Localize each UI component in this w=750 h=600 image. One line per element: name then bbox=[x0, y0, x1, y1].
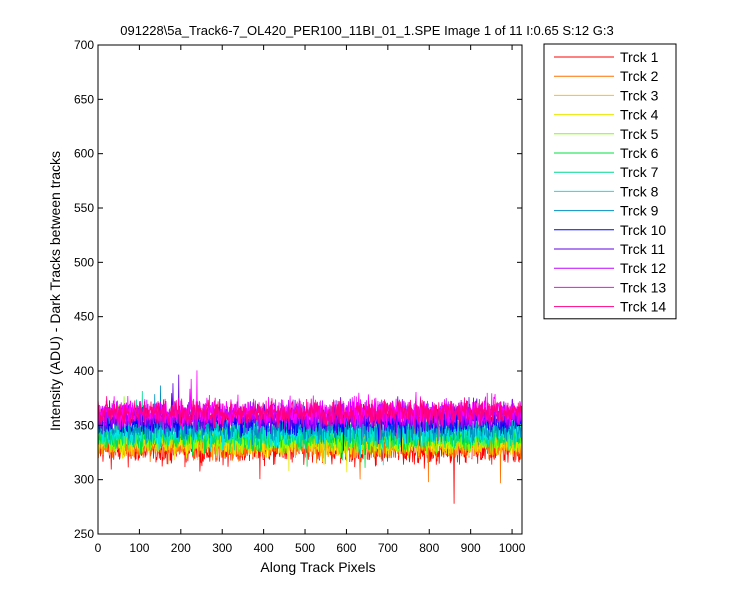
x-tick-label: 200 bbox=[171, 541, 191, 555]
y-tick-label: 400 bbox=[74, 364, 94, 378]
y-tick-label: 650 bbox=[74, 92, 94, 106]
chart-title: 091228\5a_Track6-7_OL420_PER100_11BI_01_… bbox=[120, 23, 613, 38]
legend-label: Trck 2 bbox=[620, 68, 659, 84]
y-tick-label: 350 bbox=[74, 418, 94, 432]
legend-label: Trck 12 bbox=[620, 260, 666, 276]
y-tick-label: 300 bbox=[74, 473, 94, 487]
plot-area bbox=[97, 44, 523, 535]
x-tick-label: 600 bbox=[336, 541, 356, 555]
x-tick-label: 100 bbox=[129, 541, 149, 555]
x-tick-label: 1000 bbox=[499, 541, 526, 555]
x-tick-label: 800 bbox=[419, 541, 439, 555]
x-tick-label: 900 bbox=[461, 541, 481, 555]
y-axis: 250 300 350 400 450 500 550 600 650 700 bbox=[74, 38, 522, 541]
series-lines bbox=[97, 370, 522, 504]
x-tick-label: 500 bbox=[295, 541, 315, 555]
y-axis-label: Intensity (ADU) - Dark Tracks between tr… bbox=[47, 151, 63, 431]
legend-label: Trck 14 bbox=[620, 299, 666, 315]
legend-label: Trck 11 bbox=[620, 241, 665, 257]
x-axis-label: Along Track Pixels bbox=[260, 559, 375, 575]
legend-label: Trck 3 bbox=[620, 87, 659, 103]
y-tick-label: 450 bbox=[74, 310, 94, 324]
y-tick-label: 550 bbox=[74, 201, 94, 215]
y-tick-label: 600 bbox=[74, 147, 94, 161]
legend-label: Trck 6 bbox=[620, 145, 659, 161]
x-tick-label: 700 bbox=[378, 541, 398, 555]
x-tick-label: 0 bbox=[95, 541, 102, 555]
y-tick-label: 250 bbox=[74, 527, 94, 541]
series-line-14 bbox=[97, 396, 522, 442]
x-tick-label: 400 bbox=[254, 541, 274, 555]
x-tick-label: 300 bbox=[212, 541, 232, 555]
legend-label: Trck 8 bbox=[620, 183, 659, 199]
legend: Trck 1 Trck 2 Trck 3 Trck 4 Trck 5 Trck 6 Trck… bbox=[543, 43, 677, 320]
legend-label: Trck 4 bbox=[620, 107, 659, 123]
legend-label: Trck 1 bbox=[620, 49, 659, 65]
legend-box bbox=[543, 43, 677, 320]
y-tick-label: 700 bbox=[74, 38, 94, 52]
x-axis: 0 100 200 300 400 500 600 700 800 900 1000 bbox=[95, 45, 526, 555]
y-tick-label: 500 bbox=[74, 255, 94, 269]
legend-label: Trck 5 bbox=[620, 126, 659, 142]
legend-label: Trck 9 bbox=[620, 203, 659, 219]
legend-label: Trck 13 bbox=[620, 279, 666, 295]
series-line-12 bbox=[97, 398, 522, 447]
legend-label: Trck 10 bbox=[620, 222, 666, 238]
legend-label: Trck 7 bbox=[620, 164, 659, 180]
